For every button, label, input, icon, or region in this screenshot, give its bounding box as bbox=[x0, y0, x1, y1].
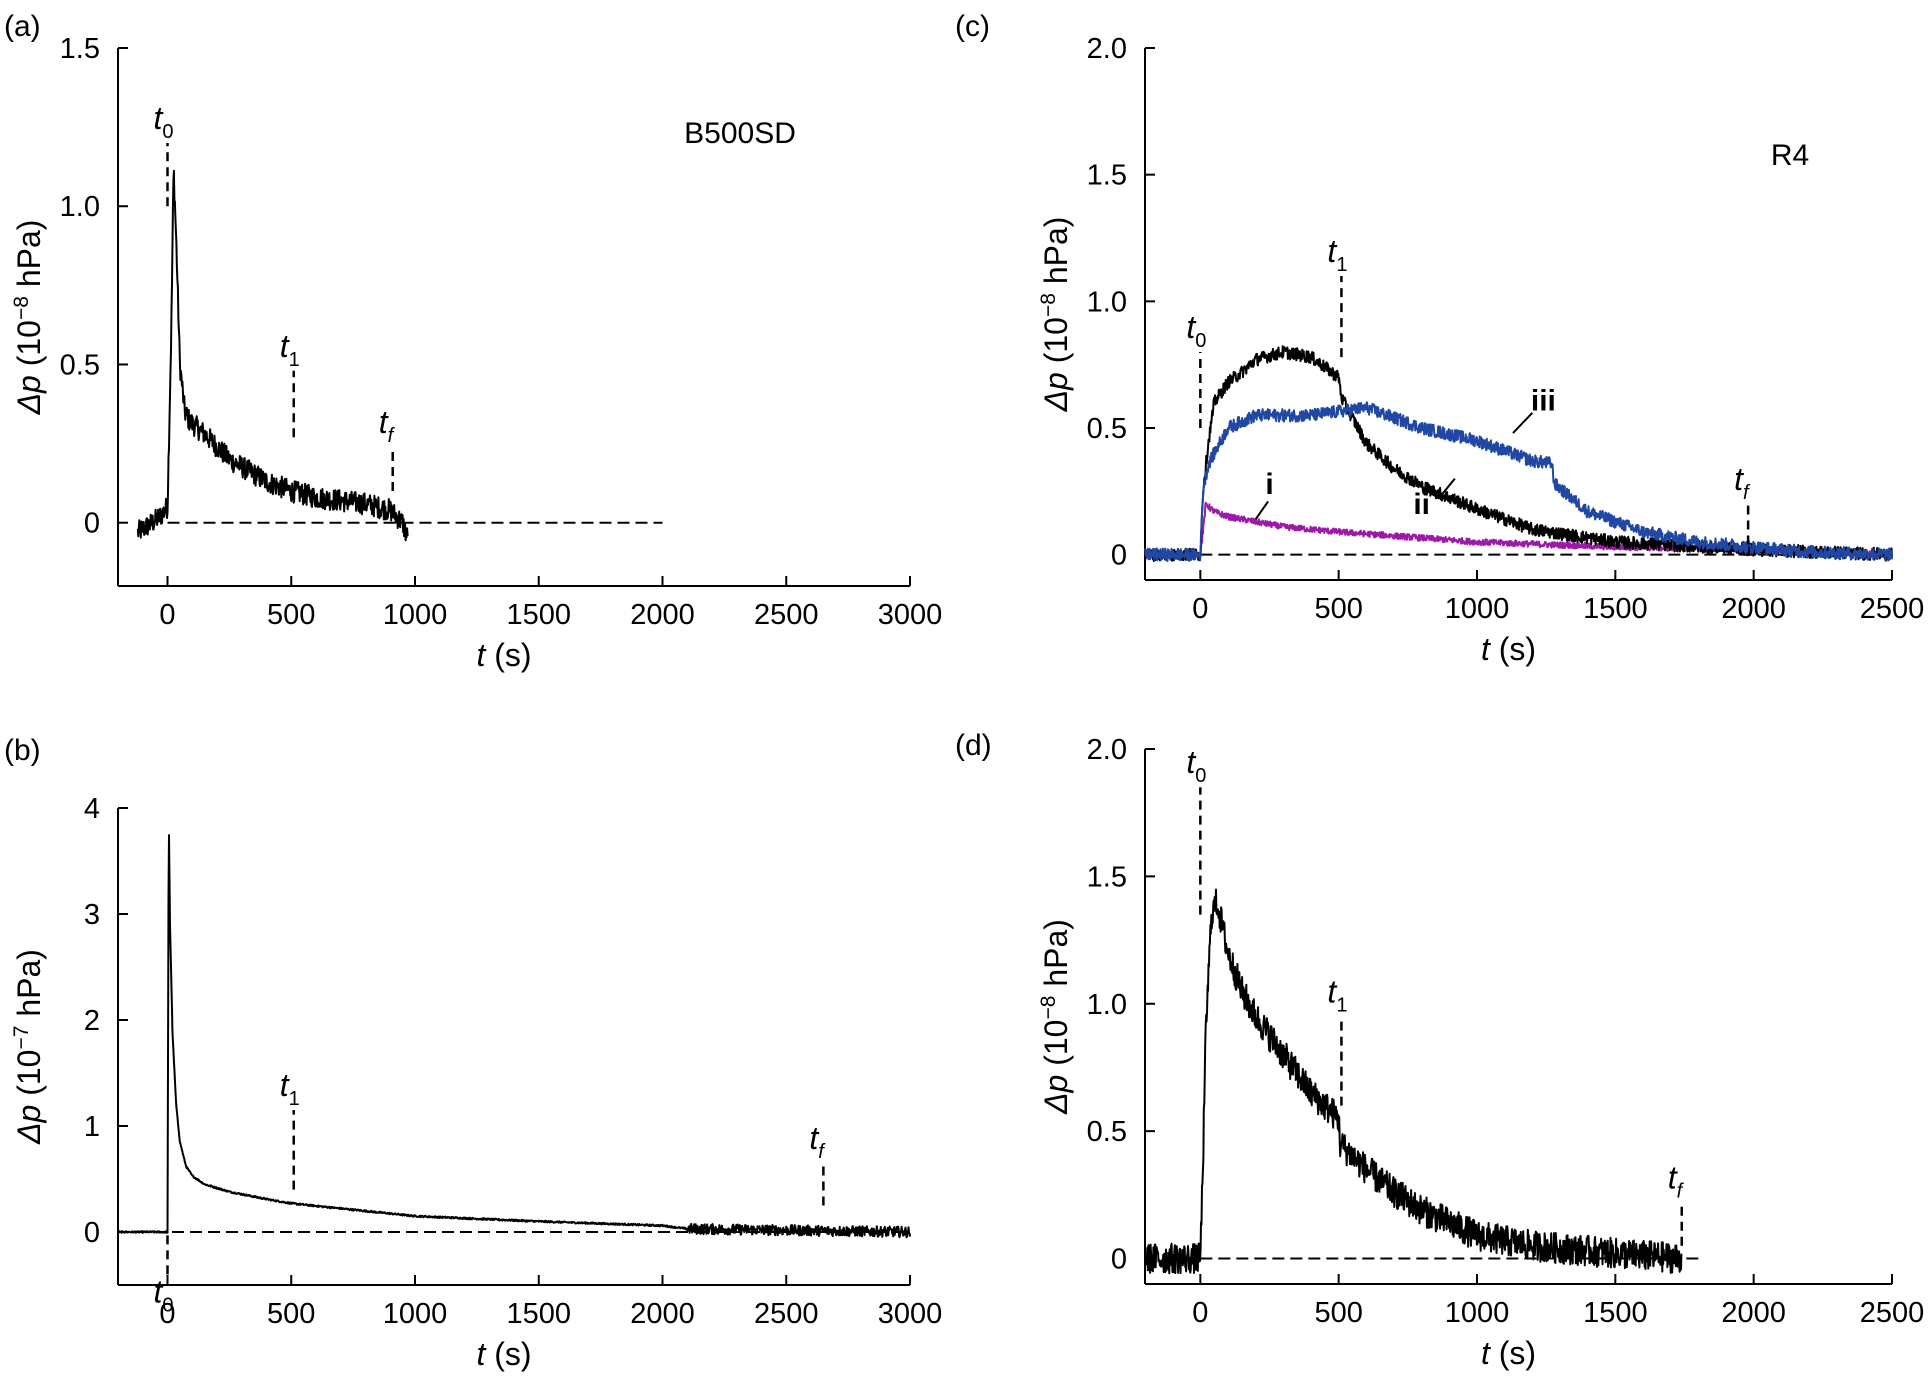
y-axis-label: Δp (10−8 hPa) bbox=[1037, 919, 1074, 1115]
x-tick-label: 2500 bbox=[1860, 1297, 1925, 1329]
x-tick-label: 500 bbox=[1314, 1297, 1362, 1329]
y-tick-label: 2.0 bbox=[1087, 734, 1127, 766]
series-line-iii bbox=[1144, 401, 1893, 562]
x-tick-label: 2500 bbox=[1860, 593, 1925, 625]
x-tick-label: 2500 bbox=[754, 1298, 819, 1330]
y-tick-label: 0 bbox=[84, 508, 100, 540]
x-tick-label: 1000 bbox=[1445, 1297, 1510, 1329]
panel-annotation: B500SD bbox=[684, 117, 796, 150]
y-tick-label: 1.0 bbox=[60, 191, 100, 223]
y-tick-label: 0 bbox=[1111, 1244, 1127, 1276]
x-tick-label: 2000 bbox=[1721, 593, 1786, 625]
marker-label-tf: tf bbox=[379, 404, 396, 447]
x-axis-label: t (s) bbox=[476, 1336, 531, 1372]
y-tick-label: 1.5 bbox=[1087, 861, 1127, 893]
x-tick-label: 1500 bbox=[506, 599, 571, 631]
y-tick-label: 3 bbox=[84, 899, 100, 931]
series-leader-line bbox=[1437, 478, 1456, 500]
x-tick-label: 1500 bbox=[506, 1298, 571, 1330]
x-tick-label: 2000 bbox=[630, 1298, 695, 1330]
marker-label-t0: t0 bbox=[154, 100, 174, 143]
marker-label-tf: tf bbox=[1734, 461, 1751, 504]
series-leader-line bbox=[1254, 500, 1269, 520]
x-tick-label: 1500 bbox=[1583, 1297, 1648, 1329]
x-tick-label: 1000 bbox=[1445, 593, 1510, 625]
y-axis-label: Δp (10−7 hPa) bbox=[10, 949, 47, 1145]
x-tick-label: 0 bbox=[159, 599, 175, 631]
y-tick-label: 1.0 bbox=[1087, 286, 1127, 318]
x-tick-label: 500 bbox=[267, 599, 315, 631]
series-label-ii: ii bbox=[1413, 488, 1430, 521]
x-tick-label: 3000 bbox=[878, 599, 943, 631]
x-tick-label: 1500 bbox=[1583, 593, 1648, 625]
y-tick-label: 1 bbox=[84, 1111, 100, 1143]
x-axis-label: t (s) bbox=[1481, 1335, 1536, 1371]
marker-label-tf: tf bbox=[1668, 1159, 1685, 1202]
y-tick-label: 0.5 bbox=[60, 349, 100, 381]
marker-label-t0: t0 bbox=[1186, 744, 1206, 787]
y-tick-label: 0.5 bbox=[1087, 413, 1127, 445]
y-tick-label: 0 bbox=[84, 1217, 100, 1249]
y-tick-label: 1.5 bbox=[1087, 160, 1127, 192]
y-tick-label: 0.5 bbox=[1087, 1116, 1127, 1148]
series-leader-line bbox=[1512, 412, 1534, 434]
y-axis-label: Δp (10−8 hPa) bbox=[1037, 217, 1074, 413]
x-tick-label: 1000 bbox=[383, 1298, 448, 1330]
marker-label-t1: t1 bbox=[1327, 233, 1347, 276]
panel-label: (a) bbox=[4, 10, 41, 43]
x-axis-label: t (s) bbox=[1481, 631, 1536, 667]
panel-c: (c) 0 500 1000 1500 2000 2500 0 0.5 1.0 1.5 2.0 t (s… bbox=[955, 10, 1924, 667]
x-tick-label: 0 bbox=[159, 1298, 175, 1330]
panel-b: (b) 0 500 1000 1500 2000 2500 3000 0 1 2 3 4 t (s) Δp … bbox=[4, 734, 942, 1372]
panel-d: (d) 0 500 1000 1500 2000 2500 0 0.5 1.0 1.5 2.0 t (s… bbox=[955, 729, 1924, 1371]
marker-label-t1: t1 bbox=[1327, 974, 1347, 1017]
y-tick-label: 0 bbox=[1111, 540, 1127, 572]
x-tick-label: 2000 bbox=[1721, 1297, 1786, 1329]
marker-label-t0: t0 bbox=[154, 1273, 174, 1316]
y-tick-label: 4 bbox=[84, 793, 100, 825]
x-axis-label: t (s) bbox=[476, 637, 531, 673]
panel-label: (c) bbox=[955, 10, 990, 43]
x-tick-label: 1000 bbox=[383, 599, 448, 631]
y-axis-label: Δp (10−8 hPa) bbox=[10, 220, 47, 416]
marker-label-t1: t1 bbox=[280, 328, 300, 371]
x-tick-label: 2000 bbox=[630, 599, 695, 631]
y-tick-label: 2.0 bbox=[1087, 33, 1127, 65]
series-label-i: i bbox=[1265, 468, 1273, 501]
panel-label: (b) bbox=[4, 734, 41, 767]
series-label-iii: iii bbox=[1531, 384, 1556, 417]
y-tick-label: 2 bbox=[84, 1005, 100, 1037]
marker-label-t1: t1 bbox=[280, 1067, 300, 1110]
x-tick-label: 3000 bbox=[878, 1298, 943, 1330]
x-tick-label: 500 bbox=[267, 1298, 315, 1330]
series-line bbox=[136, 169, 409, 542]
series-line bbox=[117, 834, 911, 1239]
x-tick-label: 0 bbox=[1192, 1297, 1208, 1329]
panel-a: (a) 0 500 1000 1500 2000 2500 3000 0 0.5 1.0 1.5 t (… bbox=[4, 10, 942, 673]
x-tick-label: 500 bbox=[1314, 593, 1362, 625]
x-tick-label: 0 bbox=[1192, 593, 1208, 625]
y-tick-label: 1.5 bbox=[60, 33, 100, 65]
marker-label-t0: t0 bbox=[1186, 309, 1206, 352]
x-tick-label: 2500 bbox=[754, 599, 819, 631]
marker-label-tf: tf bbox=[809, 1120, 826, 1163]
series-line bbox=[1144, 888, 1683, 1275]
panel-annotation: R4 bbox=[1771, 139, 1809, 172]
panel-label: (d) bbox=[955, 729, 992, 762]
y-tick-label: 1.0 bbox=[1087, 989, 1127, 1021]
